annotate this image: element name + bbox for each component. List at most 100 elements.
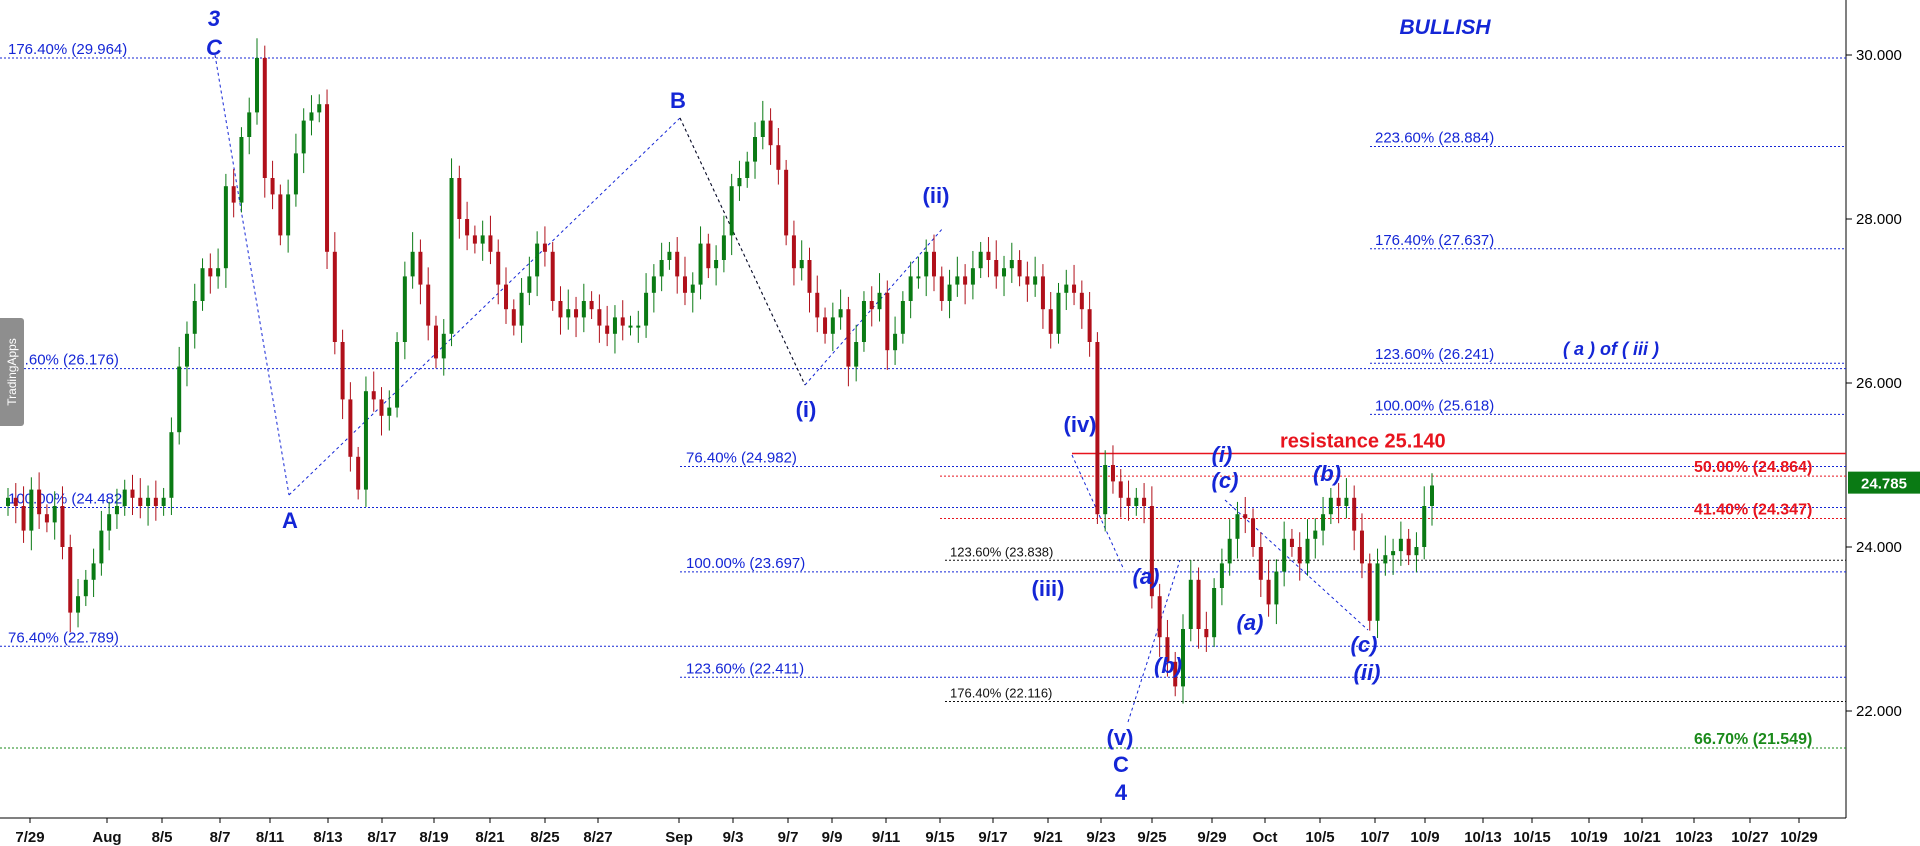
x-tick-label: 9/7 (778, 829, 799, 846)
candle-body (122, 489, 127, 506)
candle-body (900, 301, 905, 334)
candle-body (1149, 506, 1154, 597)
candle-body (293, 153, 298, 195)
fibonacci-levels: 176.40% (29.964) 223.60% (28.884) 176.40% … (0, 41, 1846, 749)
candle-body (1391, 551, 1396, 556)
candle-body (939, 276, 944, 301)
candle-body (791, 235, 796, 269)
candle-body (465, 219, 470, 236)
y-tick-label: 22.000 (1856, 703, 1902, 720)
fib-label: 176.40% (29.964) (8, 41, 127, 58)
candle-body (519, 292, 524, 326)
candle-body (309, 112, 314, 121)
candle-body (60, 506, 65, 547)
candle-body (1352, 497, 1357, 531)
candle-body (449, 178, 454, 334)
x-tick-label: 9/9 (822, 829, 843, 846)
fib-label: 50.00% (24.864) (1694, 459, 1812, 476)
candle-body (527, 276, 532, 293)
candle-body (146, 497, 151, 506)
candle-body (52, 506, 57, 523)
candle-body (223, 186, 228, 269)
candle-body (395, 342, 400, 408)
wave-label: (ii) (1354, 660, 1381, 685)
wave-label: (b) (1313, 461, 1341, 486)
candle-body (184, 333, 189, 367)
candle-body (924, 251, 929, 277)
candle-body (1072, 284, 1077, 293)
candle-body (1134, 497, 1139, 506)
x-tick-label: 9/21 (1033, 829, 1062, 846)
candle-body (1336, 497, 1341, 506)
wave-label: (c) (1351, 632, 1378, 657)
wave-line (214, 54, 290, 496)
wave-label: C (206, 35, 223, 60)
candle-body (838, 309, 843, 318)
wave-label: (b) (1154, 653, 1182, 678)
wave-label: (c) (1212, 468, 1239, 493)
x-tick-label: 8/21 (475, 829, 504, 846)
candle-body (457, 178, 462, 219)
candle-body (83, 579, 88, 597)
fib-label: 41.40% (24.347) (1694, 502, 1812, 519)
wave-line (804, 227, 944, 386)
badge-text: TradingApps (5, 338, 19, 406)
candle-body (574, 309, 579, 318)
candle-body (387, 407, 392, 416)
candle-body (644, 292, 649, 326)
candle-body (208, 268, 213, 277)
wave-line (1224, 499, 1369, 631)
candle-body (721, 235, 726, 260)
candle-body (893, 333, 898, 351)
candle-body (1212, 588, 1217, 638)
candle-body (426, 284, 431, 326)
candle-body (698, 243, 703, 285)
candle-body (76, 596, 81, 613)
candle-body (348, 399, 353, 457)
x-tick-label: 7/29 (15, 829, 44, 846)
fib-label: 76.40% (22.789) (8, 629, 119, 646)
candle-body (566, 309, 571, 318)
fib-label: 66.70% (21.549) (1694, 731, 1812, 748)
candle-body (278, 194, 283, 236)
candle-body (667, 251, 672, 260)
candle-body (1258, 547, 1263, 580)
candle-body (1219, 563, 1224, 588)
candle-body (379, 399, 384, 416)
candle-body (1110, 465, 1115, 482)
candle-body (620, 317, 625, 326)
x-tick-label: 9/23 (1086, 829, 1115, 846)
x-tick-label: 8/7 (210, 829, 231, 846)
x-tick-label: 9/17 (978, 829, 1007, 846)
wave-label: (i) (1212, 442, 1233, 467)
y-tick-label: 28.000 (1856, 211, 1902, 228)
candle-body (1430, 485, 1434, 506)
x-tick-label: 8/5 (152, 829, 173, 846)
candle-body (535, 243, 540, 277)
candle-body (581, 301, 586, 318)
candle-body (169, 432, 174, 498)
x-tick-label: 10/13 (1464, 829, 1502, 846)
wave-line (1127, 559, 1181, 723)
candle-body (371, 391, 376, 400)
candle-body (908, 276, 913, 301)
candle-body (37, 489, 42, 515)
candle-body (44, 514, 49, 523)
candle-body (480, 235, 485, 244)
candle-body (1243, 514, 1248, 519)
candle-body (916, 276, 921, 279)
candle-body (799, 260, 804, 269)
fib-label: 223.60% (28.884) (1375, 130, 1494, 147)
candle-body (784, 169, 789, 236)
candle-body (768, 120, 773, 146)
candle-body (550, 251, 555, 301)
candle-body (29, 489, 34, 531)
x-tick-label: 10/9 (1410, 829, 1439, 846)
candle-body (231, 186, 236, 203)
candle-body (1305, 538, 1310, 564)
candle-body (504, 284, 509, 310)
candle-body (1064, 284, 1069, 293)
candle-body (13, 497, 18, 506)
